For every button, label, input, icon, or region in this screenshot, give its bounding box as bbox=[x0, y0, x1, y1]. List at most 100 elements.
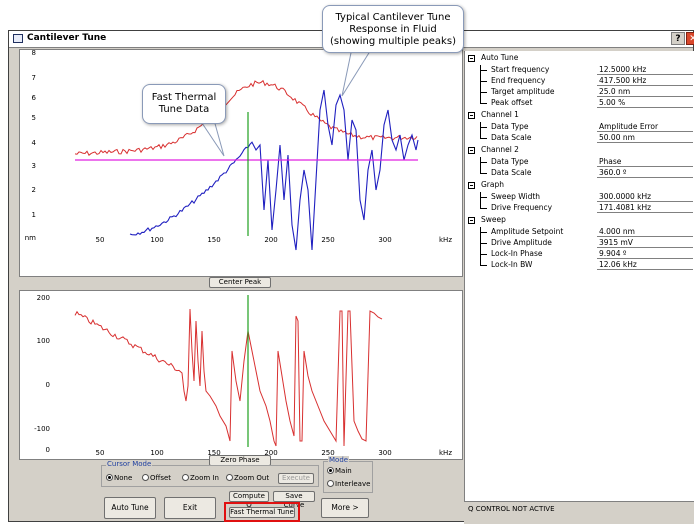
property-value[interactable]: 417.500 kHz bbox=[597, 76, 693, 86]
x-tick-label: 300 bbox=[378, 236, 391, 244]
collapse-icon[interactable] bbox=[468, 217, 475, 224]
auto-tune-button[interactable]: Auto Tune bbox=[104, 497, 156, 519]
channel1-data-scale-row[interactable]: Data Scale 50.00 nm bbox=[465, 133, 694, 144]
property-value[interactable]: Phase bbox=[597, 157, 693, 167]
mode-main-radio[interactable]: Main bbox=[327, 467, 352, 475]
sweep-width-row[interactable]: Sweep Width 300.0000 kHz bbox=[465, 192, 694, 203]
property-label: Target amplitude bbox=[491, 87, 555, 96]
lockin-bw-row[interactable]: Lock-In BW 12.06 kHz bbox=[465, 260, 694, 271]
y-tick-label: 5 bbox=[32, 114, 36, 122]
tree-line bbox=[480, 87, 488, 98]
group-label: Sweep bbox=[481, 215, 506, 224]
property-value[interactable]: 3915 mV bbox=[597, 238, 693, 248]
x-tick-label: 300 bbox=[378, 449, 391, 457]
save-curve-button[interactable]: Save Curve bbox=[273, 491, 315, 509]
end-frequency-row[interactable]: End frequency 417.500 kHz bbox=[465, 76, 694, 87]
y-tick-label: 7 bbox=[32, 74, 36, 82]
status-bar: Q CONTROL NOT ACTIVE bbox=[464, 501, 694, 524]
lockin-phase-row[interactable]: Lock-In Phase 9.904 º bbox=[465, 249, 694, 260]
mode-interleave-radio[interactable]: Interleave bbox=[327, 480, 370, 488]
property-label: Lock-In Phase bbox=[491, 249, 543, 258]
help-button[interactable]: ? bbox=[671, 32, 685, 45]
property-label: Data Scale bbox=[491, 168, 532, 177]
tree-line bbox=[480, 249, 488, 260]
tree-line bbox=[480, 122, 488, 133]
channel2-data-type-row[interactable]: Data Type Phase bbox=[465, 157, 694, 168]
y-tick-label: 1 bbox=[32, 211, 36, 219]
y-tick-label: 0 bbox=[46, 381, 50, 389]
property-value[interactable]: 12.5000 kHz bbox=[597, 65, 693, 75]
tree-line bbox=[480, 203, 488, 209]
radio-dot bbox=[327, 467, 334, 474]
cursor-mode-group: Cursor Mode None Offset Zoom In Zoom Out… bbox=[101, 460, 319, 487]
property-value[interactable]: 5.00 % bbox=[597, 98, 693, 108]
execute-button[interactable]: Execute bbox=[278, 473, 314, 484]
close-button[interactable]: ✕ bbox=[686, 32, 694, 45]
property-value[interactable]: Amplitude Error bbox=[597, 122, 693, 132]
collapse-icon[interactable] bbox=[468, 147, 475, 154]
compute-q-button[interactable]: Compute Q bbox=[229, 491, 269, 509]
more-button[interactable]: More > bbox=[321, 498, 369, 518]
y-tick-label: 100 bbox=[37, 337, 50, 345]
amplitude-trace bbox=[129, 89, 419, 251]
property-value[interactable]: 25.0 nm bbox=[597, 87, 693, 97]
radio-label: None bbox=[114, 474, 133, 482]
tree-line bbox=[480, 157, 488, 168]
y-tick-label: 4 bbox=[32, 139, 37, 147]
radio-label: Offset bbox=[150, 474, 172, 482]
cursor-zoom-out-radio[interactable]: Zoom Out bbox=[226, 474, 269, 482]
x-tick-label: 50 bbox=[96, 449, 105, 457]
window-title: Cantilever Tune bbox=[27, 33, 107, 43]
phase-graph[interactable]: 200 100 0 -100 0 50 100 150 200 250 300 kHz bbox=[19, 290, 463, 460]
radio-label: Zoom In bbox=[190, 474, 219, 482]
property-label: Drive Amplitude bbox=[491, 238, 552, 247]
property-value[interactable]: 360.0 º bbox=[597, 168, 693, 178]
property-value[interactable]: 300.0000 kHz bbox=[597, 192, 693, 202]
x-tick-label: 150 bbox=[207, 449, 220, 457]
property-label: End frequency bbox=[491, 76, 546, 85]
amplitude-setpoint-row[interactable]: Amplitude Setpoint 4.000 nm bbox=[465, 227, 694, 238]
radio-label: Interleave bbox=[335, 480, 371, 488]
y-tick-label: nm bbox=[25, 234, 36, 242]
radio-dot bbox=[226, 474, 233, 481]
x-tick-label: 150 bbox=[207, 236, 220, 244]
highlight-box bbox=[224, 502, 300, 522]
x-tick-label: 250 bbox=[321, 449, 334, 457]
collapse-icon[interactable] bbox=[468, 112, 475, 119]
group-label: Channel 2 bbox=[481, 145, 519, 154]
fast-thermal-tune-button[interactable]: Fast Thermal Tune bbox=[229, 507, 295, 518]
center-peak-button[interactable]: Center Peak bbox=[209, 277, 271, 288]
property-label: Start frequency bbox=[491, 65, 550, 74]
cursor-mode-label: Cursor Mode bbox=[106, 460, 153, 468]
channel1-data-type-row[interactable]: Data Type Amplitude Error bbox=[465, 122, 694, 133]
exit-button[interactable]: Exit bbox=[164, 497, 216, 519]
property-value[interactable]: 4.000 nm bbox=[597, 227, 693, 237]
radio-dot bbox=[327, 480, 334, 487]
property-value[interactable]: 50.00 nm bbox=[597, 133, 693, 143]
channel2-data-scale-row[interactable]: Data Scale 360.0 º bbox=[465, 168, 694, 179]
collapse-icon[interactable] bbox=[468, 182, 475, 189]
callout-line: Typical Cantilever Tune bbox=[335, 12, 451, 23]
property-value[interactable]: 9.904 º bbox=[597, 249, 693, 259]
property-label: Drive Frequency bbox=[491, 203, 553, 212]
collapse-icon[interactable] bbox=[468, 55, 475, 62]
radio-dot bbox=[106, 474, 113, 481]
start-frequency-row[interactable]: Start frequency 12.5000 kHz bbox=[465, 65, 694, 76]
tree-line bbox=[480, 260, 488, 266]
callout-line: (showing multiple peaks) bbox=[330, 36, 456, 47]
amplitude-graph[interactable]: 8 7 6 5 4 3 2 1 nm 50 100 150 200 250 300 kHz bbox=[19, 49, 463, 277]
tree-line bbox=[480, 238, 488, 249]
cursor-offset-radio[interactable]: Offset bbox=[142, 474, 171, 482]
x-tick-label: 200 bbox=[264, 449, 277, 457]
y-tick-label: 200 bbox=[37, 294, 50, 302]
y-tick-label: -100 bbox=[34, 425, 50, 433]
drive-frequency-row[interactable]: Drive Frequency 171.4081 kHz bbox=[465, 203, 694, 214]
peak-offset-row[interactable]: Peak offset 5.00 % bbox=[465, 98, 694, 109]
property-value[interactable]: 171.4081 kHz bbox=[597, 203, 693, 213]
target-amplitude-row[interactable]: Target amplitude 25.0 nm bbox=[465, 87, 694, 98]
phase-trace bbox=[74, 308, 383, 447]
property-value[interactable]: 12.06 kHz bbox=[597, 260, 693, 270]
cursor-none-radio[interactable]: None bbox=[106, 474, 132, 482]
drive-amplitude-row[interactable]: Drive Amplitude 3915 mV bbox=[465, 238, 694, 249]
cursor-zoom-in-radio[interactable]: Zoom In bbox=[182, 474, 219, 482]
